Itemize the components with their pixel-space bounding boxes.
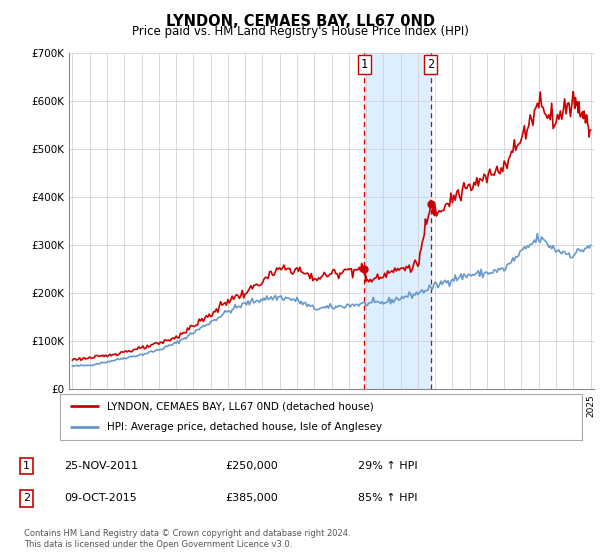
Text: £250,000: £250,000: [225, 461, 278, 471]
Text: Price paid vs. HM Land Registry's House Price Index (HPI): Price paid vs. HM Land Registry's House …: [131, 25, 469, 38]
Text: 1: 1: [361, 58, 368, 71]
Text: £385,000: £385,000: [225, 493, 278, 503]
Bar: [364, 53, 431, 389]
Text: 2: 2: [427, 58, 434, 71]
Text: 2: 2: [23, 493, 30, 503]
Text: LYNDON, CEMAES BAY, LL67 0ND: LYNDON, CEMAES BAY, LL67 0ND: [166, 14, 434, 29]
Text: 1: 1: [23, 461, 30, 471]
Text: HPI: Average price, detached house, Isle of Anglesey: HPI: Average price, detached house, Isle…: [107, 422, 382, 432]
Text: 09-OCT-2015: 09-OCT-2015: [64, 493, 137, 503]
Text: 85% ↑ HPI: 85% ↑ HPI: [358, 493, 417, 503]
Text: 29% ↑ HPI: 29% ↑ HPI: [358, 461, 417, 471]
Text: Contains HM Land Registry data © Crown copyright and database right 2024.
This d: Contains HM Land Registry data © Crown c…: [24, 529, 350, 549]
Text: 25-NOV-2011: 25-NOV-2011: [64, 461, 138, 471]
Text: LYNDON, CEMAES BAY, LL67 0ND (detached house): LYNDON, CEMAES BAY, LL67 0ND (detached h…: [107, 401, 374, 411]
